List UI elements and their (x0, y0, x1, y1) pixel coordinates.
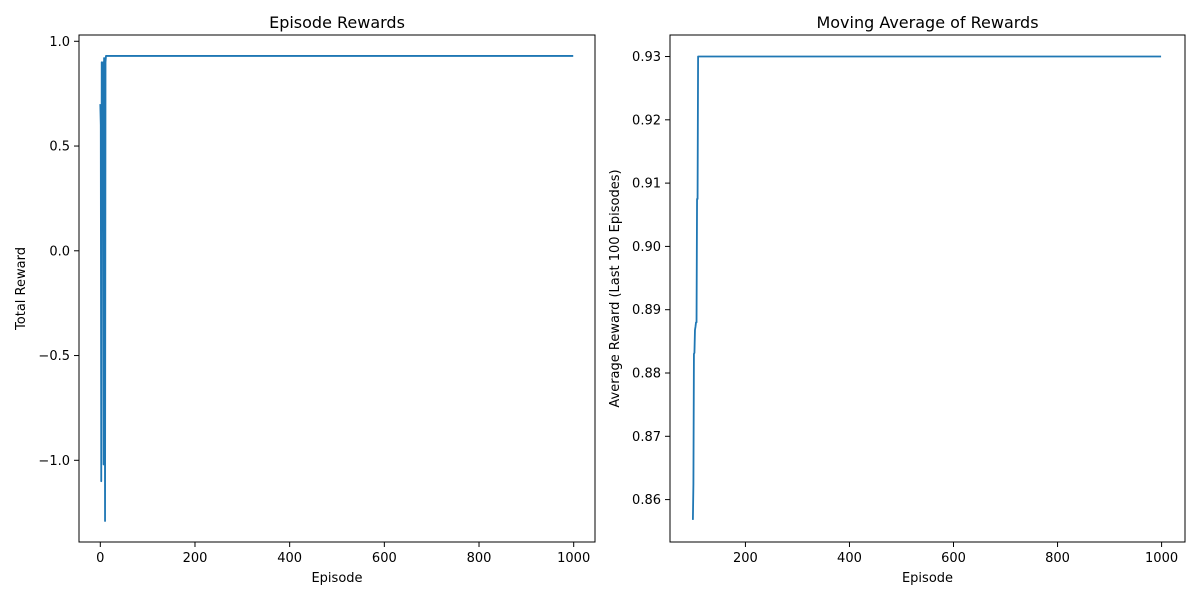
series-line (691, 55, 1162, 520)
x-axis-label: Episode (311, 571, 362, 586)
x-tick-label: 1000 (1145, 551, 1178, 566)
series-line (99, 55, 574, 522)
x-tick-label: 800 (1045, 551, 1070, 566)
y-tick-label: 0.5 (49, 140, 70, 155)
chart-title: Episode Rewards (269, 13, 405, 32)
y-tick-label: 0.91 (632, 177, 661, 192)
x-tick-label: 400 (277, 551, 302, 566)
y-tick-label: 0.89 (632, 303, 661, 318)
x-tick-label: 800 (467, 551, 492, 566)
y-tick-label: 0.92 (632, 113, 661, 128)
x-tick-label: 200 (183, 551, 208, 566)
x-axis-label: Episode (902, 571, 953, 586)
plot-frame (669, 34, 1186, 543)
y-tick-label: 0.93 (632, 50, 661, 65)
y-tick-label: −1.0 (38, 454, 70, 469)
y-axis-label: Total Reward (14, 247, 29, 331)
x-tick-label: 0 (96, 551, 104, 566)
x-tick-label: 600 (941, 551, 966, 566)
y-tick-label: 0.87 (632, 430, 661, 445)
y-tick-label: 0.90 (632, 240, 661, 255)
x-tick-label: 200 (733, 551, 758, 566)
y-tick-label: 0.0 (49, 244, 70, 259)
chart-panel-1: 0 200 400 600 800 1000 −1.0 −0.5 0.0 0.5 1.0 Episod… (14, 13, 596, 586)
chart-title: Moving Average of Rewards (816, 13, 1038, 32)
y-tick-label: 0.86 (632, 493, 661, 508)
y-tick-label: 1.0 (49, 35, 70, 50)
plot-frame (78, 34, 596, 543)
y-tick-label: 0.88 (632, 367, 661, 382)
x-tick-label: 1000 (557, 551, 590, 566)
x-tick-label: 400 (837, 551, 862, 566)
y-tick-label: −0.5 (38, 349, 70, 364)
x-tick-label: 600 (372, 551, 397, 566)
y-axis-label: Average Reward (Last 100 Episodes) (608, 169, 623, 407)
chart-panel-2: 200 400 600 800 1000 0.86 0.87 0.88 0.89 0.90 0.91… (608, 13, 1186, 586)
